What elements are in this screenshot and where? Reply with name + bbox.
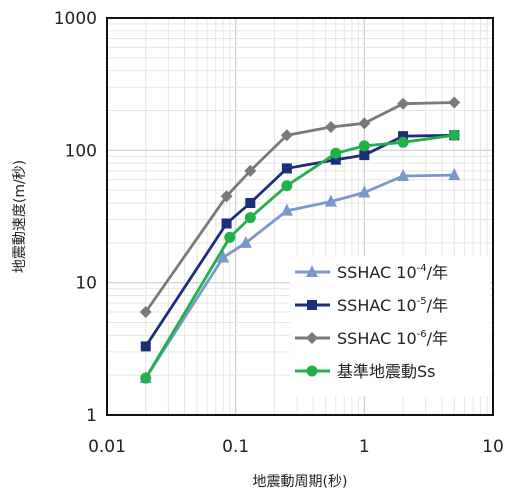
data-point-circle (224, 231, 236, 243)
data-point-diamond (324, 121, 337, 134)
legend-item: SSHAC 10-4/年 (295, 263, 448, 282)
y-tick-label: 1 (86, 406, 97, 426)
data-point-triangle (280, 203, 293, 216)
data-point-diamond (139, 306, 152, 319)
series-group (140, 129, 460, 384)
data-point-square (140, 341, 151, 352)
data-point-triangle (217, 250, 230, 263)
data-point-triangle (397, 168, 410, 181)
legend-label: SSHAC 10-6/年 (337, 329, 448, 348)
data-point-circle (244, 212, 256, 224)
data-point-circle (397, 136, 409, 148)
data-point-circle (358, 140, 370, 152)
data-point-triangle (448, 168, 461, 181)
series-line (144, 173, 455, 379)
x-tick-label: 0.1 (222, 437, 249, 457)
data-point-square (245, 197, 256, 208)
data-point-circle (306, 365, 318, 377)
data-point-triangle (239, 235, 252, 248)
series-layer (139, 96, 461, 384)
data-point-square (281, 163, 292, 174)
legend-item: SSHAC 10-6/年 (295, 329, 448, 348)
data-point-square (359, 150, 370, 161)
data-point-square (398, 131, 409, 142)
data-point-diamond (244, 164, 257, 177)
data-point-square (221, 218, 232, 229)
legend-label: 基準地震動Ss (337, 362, 436, 381)
legend-item: 基準地震動Ss (295, 362, 436, 381)
data-point-diamond (358, 117, 371, 130)
series-group (139, 96, 461, 319)
data-point-triangle (306, 265, 318, 277)
y-tick-label: 10 (75, 274, 97, 294)
data-point-diamond (280, 129, 293, 142)
series-line (144, 101, 455, 313)
y-tick-label: 1000 (54, 9, 97, 29)
data-point-triangle (324, 194, 337, 207)
x-tick-label: 0.01 (88, 437, 126, 457)
data-point-circle (281, 180, 293, 192)
x-tick-label: 10 (482, 437, 504, 457)
data-point-square (307, 300, 317, 310)
data-point-circle (330, 147, 342, 159)
legend-box (290, 256, 490, 396)
y-tick-label: 100 (65, 141, 97, 161)
data-point-triangle (358, 185, 371, 198)
x-axis-title: 地震動周期(秒) (253, 474, 348, 490)
tick-labels: 0.01 0.1 1 10 1 10 100 1000 (54, 9, 504, 457)
plot-frame (106, 17, 494, 416)
x-tick-label: 1 (359, 437, 370, 457)
legend-label: SSHAC 10-5/年 (337, 296, 448, 315)
data-point-diamond (448, 96, 461, 109)
data-point-circle (448, 129, 460, 141)
data-point-diamond (306, 332, 318, 344)
legend: SSHAC 10-4/年 SSHAC 10-5/年 SSHAC 10-6/年基準地震… (295, 263, 448, 381)
data-point-circle (140, 372, 152, 384)
data-point-square (330, 154, 341, 165)
data-point-diamond (397, 97, 410, 110)
legend-label: SSHAC 10-4/年 (337, 263, 448, 282)
y-axis-title: 地震動速度(m/秒) (12, 160, 28, 273)
data-point-diamond (220, 190, 233, 203)
legend-item: SSHAC 10-5/年 (295, 296, 448, 315)
